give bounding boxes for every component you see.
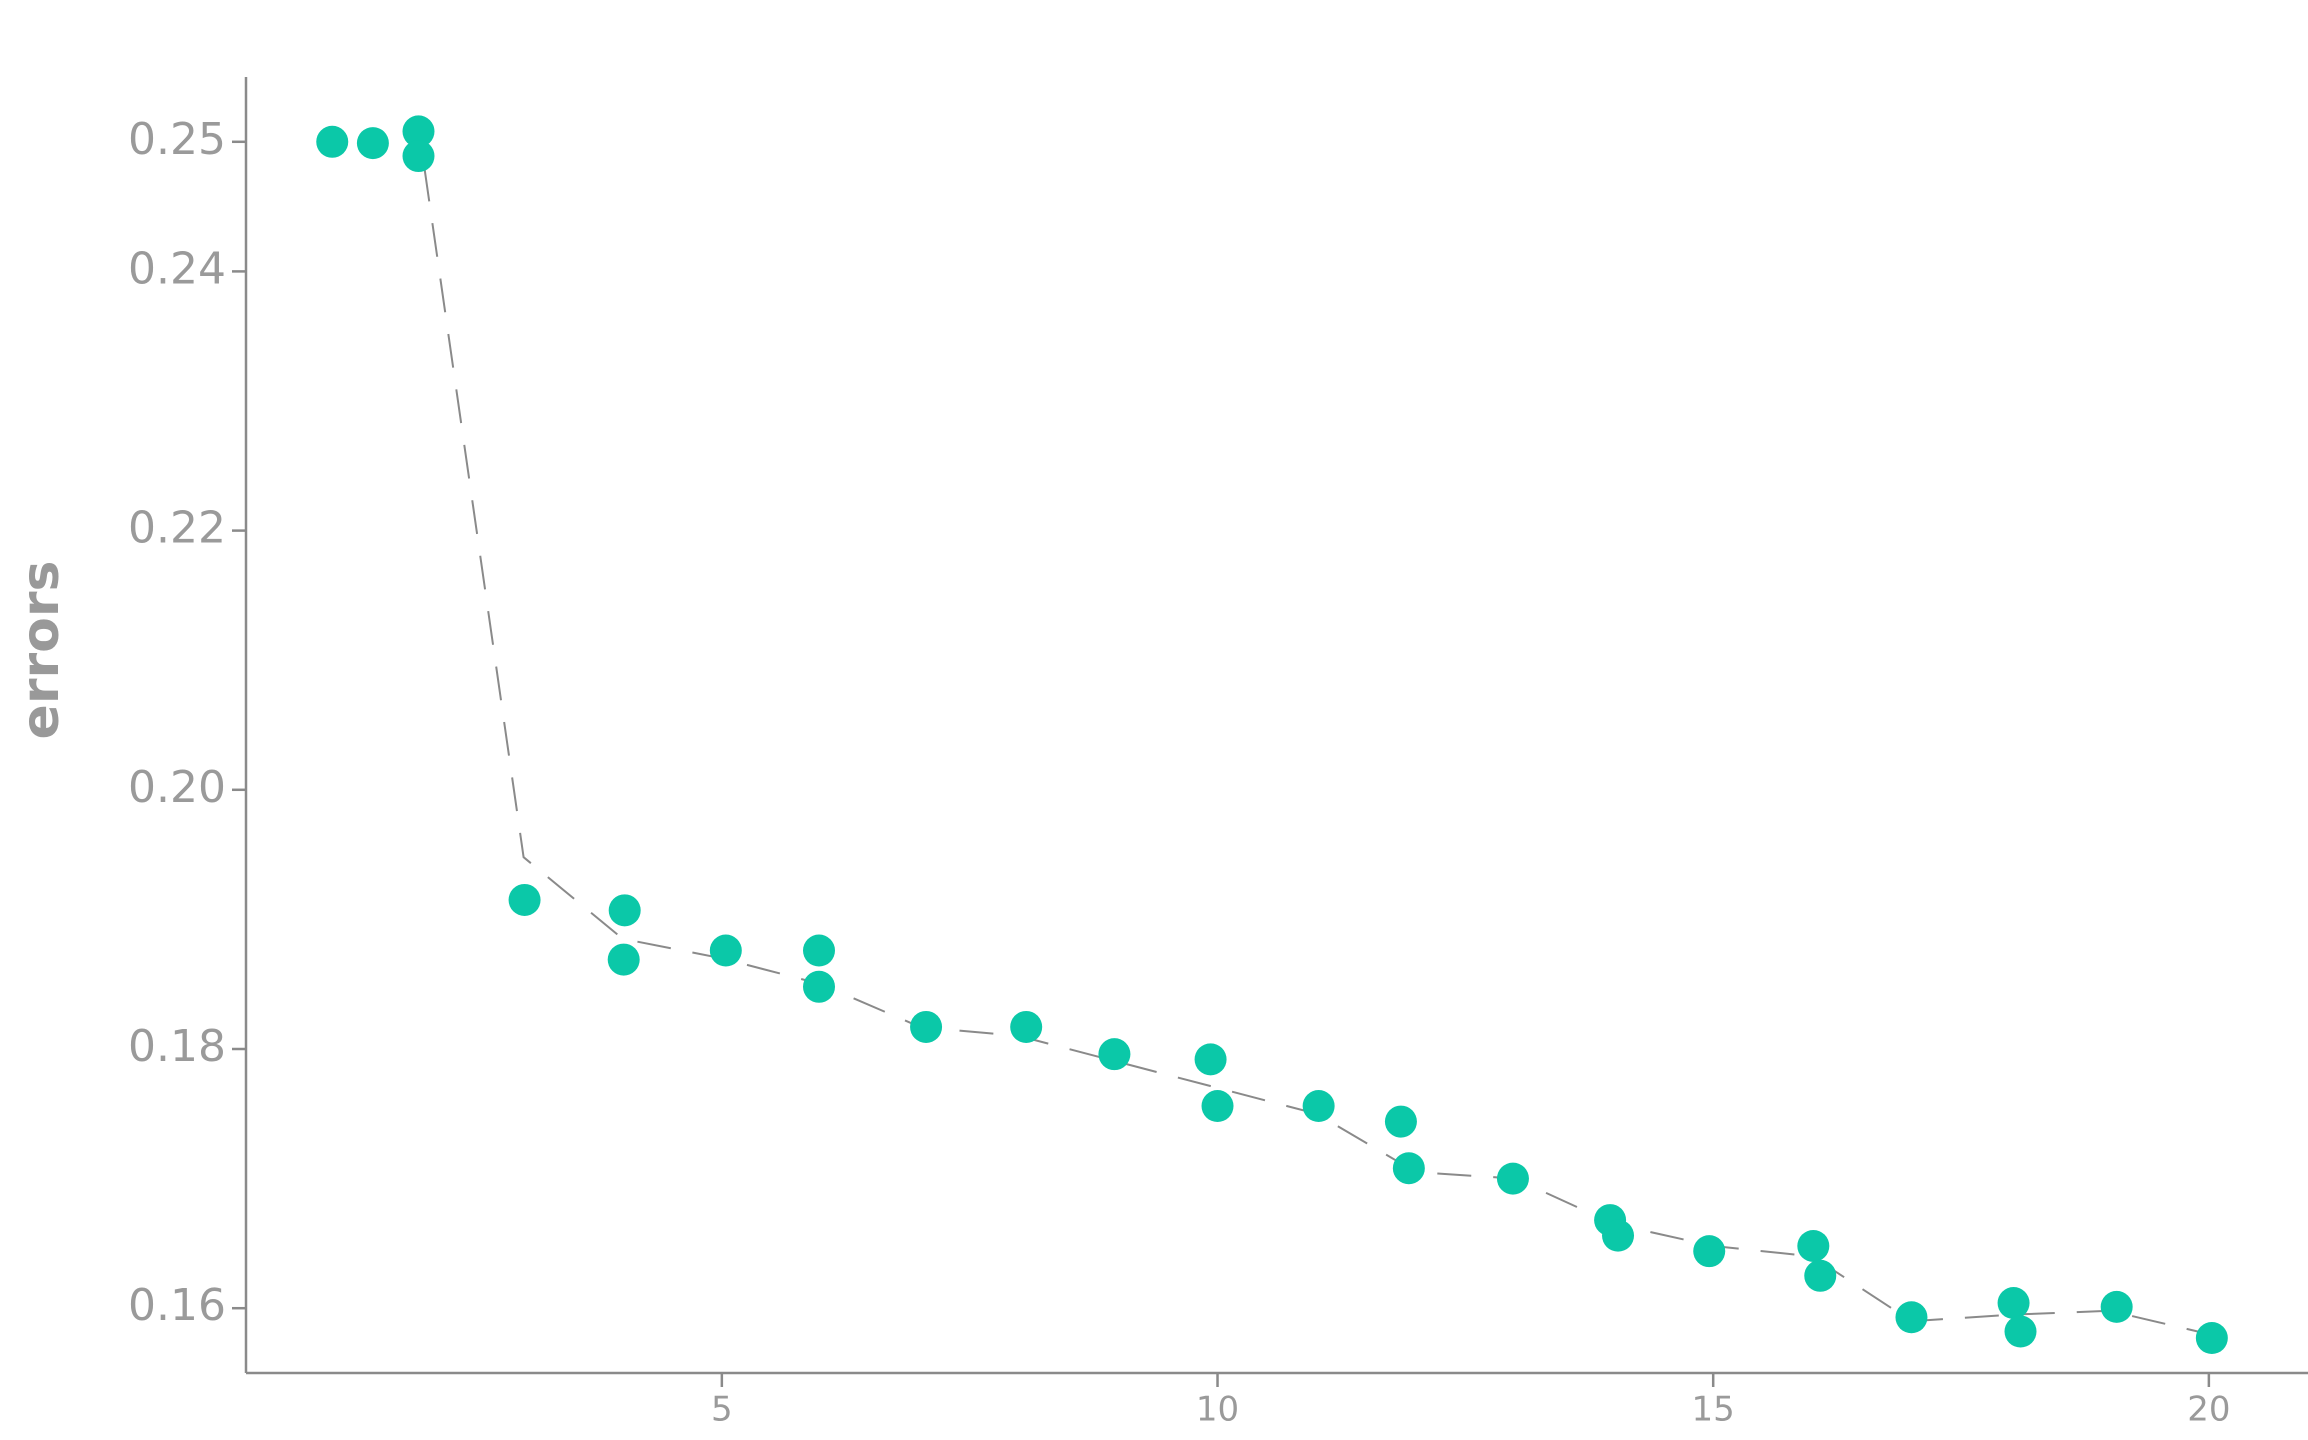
x-tick-label: 5 [711,1390,733,1430]
point [1602,1219,1635,1252]
point [1997,1287,2030,1320]
point [356,127,389,160]
x-tick-label: 20 [2187,1390,2230,1430]
point [802,970,835,1003]
y-tick-label: 0.24 [128,243,226,294]
point [316,125,349,158]
point [1693,1235,1726,1268]
y-tick-label: 0.16 [128,1280,226,1331]
point [1804,1259,1837,1292]
point [1010,1010,1043,1043]
point [2100,1290,2133,1323]
point [1392,1152,1425,1185]
point [402,140,435,173]
point [1895,1301,1928,1334]
point [2195,1322,2228,1355]
point [1302,1090,1335,1123]
y-tick-label: 0.25 [128,114,226,165]
x-tick-label: 10 [1196,1390,1239,1430]
point [1496,1162,1529,1195]
point [608,894,641,927]
y-tick-label: 0.18 [128,1021,226,1072]
y-tick-label: 0.22 [128,503,226,554]
point [1384,1105,1417,1138]
y-axis-label: errors [11,561,71,740]
point [1098,1038,1131,1071]
point [1201,1090,1234,1123]
point [910,1010,943,1043]
trend-line [423,167,2210,1336]
point [2004,1315,2037,1348]
x-tick-label: 15 [1692,1390,1735,1430]
point [402,115,435,148]
point [1194,1043,1227,1076]
point [607,943,640,976]
y-tick-label: 0.20 [128,762,226,813]
point [802,934,835,967]
point [1797,1229,1830,1262]
point [508,883,541,916]
point [709,934,742,967]
